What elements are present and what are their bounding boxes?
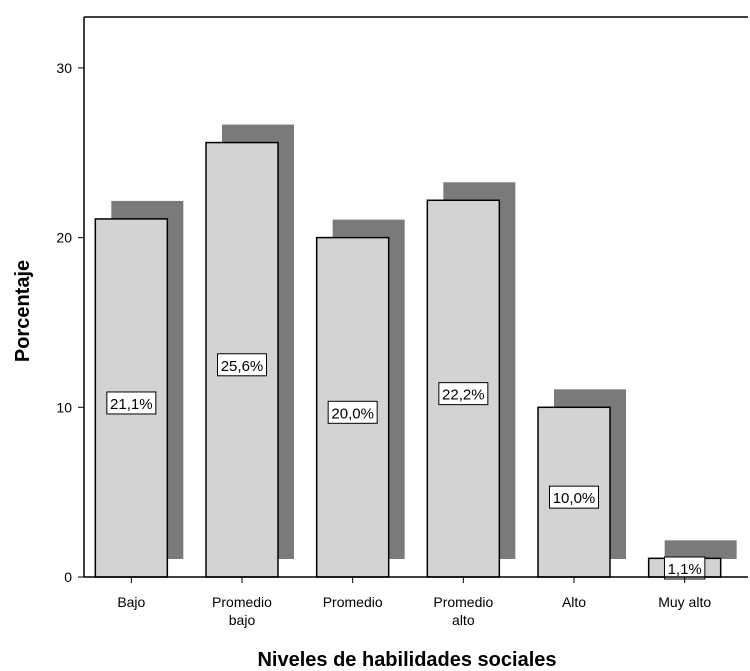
data-label: 20,0% [327, 400, 378, 424]
x-tick-label: Promedio [433, 594, 493, 610]
y-tick-label: 0 [64, 569, 72, 585]
y-axis-title: Porcentaje [12, 260, 34, 362]
x-axis: Bajo Promedio bajo Promedio Promedio alto Alto… [84, 576, 748, 628]
y-tick-label: 10 [56, 399, 72, 415]
x-tick-label: Promedio [212, 594, 272, 610]
y-tick-label: 20 [56, 230, 72, 246]
x-tick-label: Bajo [117, 594, 145, 610]
data-label: 10,0% [549, 485, 599, 509]
data-label-box [327, 400, 378, 424]
data-label-box [549, 485, 599, 509]
data-label-text: 21,1% [110, 396, 153, 413]
bar-shadows [111, 124, 737, 560]
data-label-box [438, 382, 489, 406]
x-tick-label: Promedio [323, 594, 383, 610]
data-label: 1,1% [663, 556, 706, 580]
x-axis-title: Niveles de habilidades sociales [257, 649, 556, 671]
data-label-text: 25,6% [221, 358, 264, 375]
data-label: 22,2% [438, 382, 489, 406]
data-label-text: 10,0% [553, 490, 596, 507]
y-tick-label: 30 [56, 60, 72, 76]
x-tick-label: Muy alto [658, 594, 711, 610]
data-label-text: 1,1% [668, 561, 702, 578]
data-labels: 21,1% 25,6% 20,0% 22,2% 10,0% 1,1% [106, 353, 706, 580]
data-label-box [217, 353, 267, 377]
plot-frame [83, 16, 748, 577]
y-axis: 0 10 20 30 [56, 60, 84, 585]
bars [94, 141, 722, 578]
data-label: 21,1% [106, 391, 157, 415]
x-tick-label: alto [452, 612, 475, 628]
data-label-text: 22,2% [442, 387, 485, 404]
bar-shadow [664, 540, 737, 559]
data-label-box [106, 391, 157, 415]
data-label-text: 20,0% [331, 405, 374, 422]
data-label: 25,6% [217, 353, 267, 377]
x-tick-label: bajo [229, 612, 256, 628]
x-tick-label: Alto [562, 594, 586, 610]
